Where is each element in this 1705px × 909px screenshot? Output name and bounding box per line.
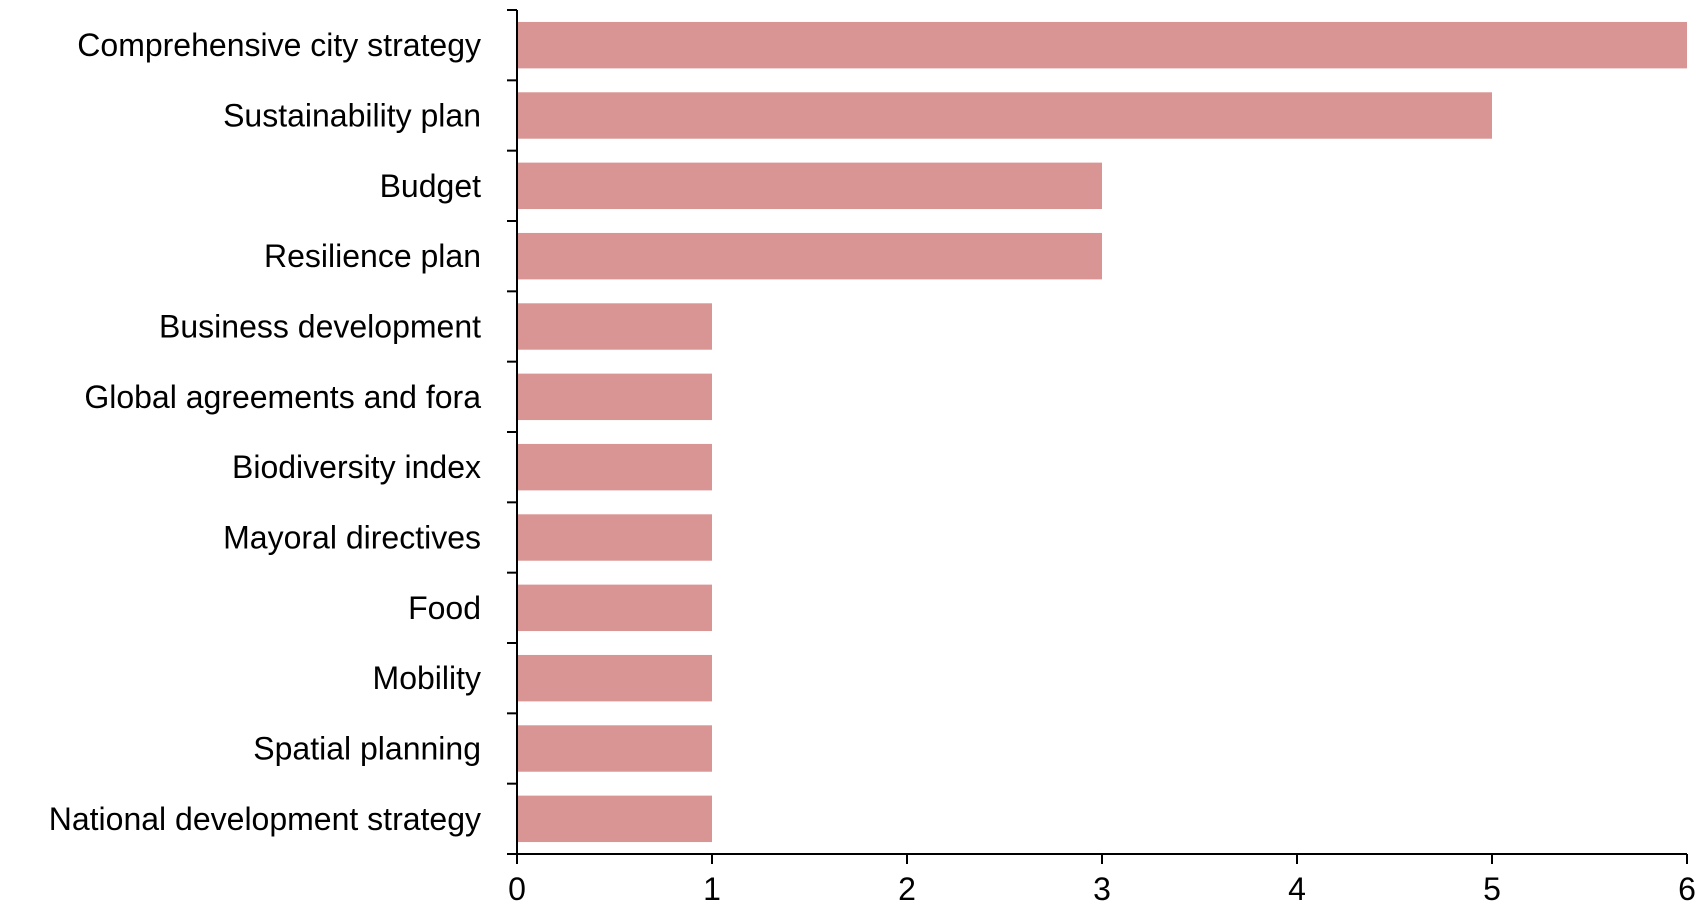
category-label: Mayoral directives [223, 520, 481, 556]
category-label: Comprehensive city strategy [77, 27, 481, 63]
bars-group [517, 21, 1687, 843]
category-label: Food [408, 590, 481, 626]
category-label: National development strategy [49, 801, 481, 837]
category-label: Spatial planning [253, 731, 481, 767]
bar [517, 373, 712, 421]
bar [517, 232, 1102, 280]
category-label: Business development [159, 309, 481, 345]
bar [517, 725, 712, 772]
category-label: Sustainability plan [223, 98, 481, 134]
y-axis-ticks [507, 9, 517, 855]
category-label: Resilience plan [264, 238, 481, 274]
category-label: Global agreements and fora [84, 379, 481, 415]
bar [517, 584, 712, 632]
bar [517, 162, 1102, 210]
bar [517, 21, 1687, 69]
category-labels: Comprehensive city strategy Sustainabilit… [49, 27, 481, 837]
bar [517, 795, 712, 843]
bar [517, 303, 712, 350]
x-tick-labels: 0 1 2 3 4 5 6 [508, 871, 1696, 907]
bar [517, 654, 712, 702]
x-tick-label: 5 [1483, 871, 1501, 907]
bar [517, 514, 712, 561]
x-tick-label: 3 [1093, 871, 1111, 907]
category-label: Mobility [373, 660, 481, 696]
x-tick-label: 6 [1678, 871, 1696, 907]
x-axis-ticks [516, 854, 1688, 864]
x-tick-label: 4 [1288, 871, 1306, 907]
x-tick-label: 0 [508, 871, 526, 907]
x-tick-label: 1 [703, 871, 721, 907]
bar [517, 92, 1492, 139]
x-tick-label: 2 [898, 871, 916, 907]
bar [517, 443, 712, 491]
category-label: Budget [380, 168, 482, 204]
category-label: Biodiversity index [232, 449, 481, 485]
